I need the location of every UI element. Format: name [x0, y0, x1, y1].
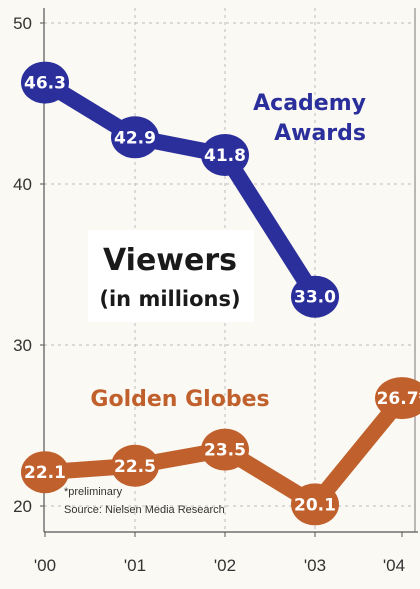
data-label: 42.9 [114, 128, 156, 148]
series-name-label: Academy [253, 91, 366, 116]
title-box [88, 230, 254, 322]
axes: 20 30 40 50 '00 '01 '02 '03 '04 [13, 8, 418, 575]
chart-subtitle: (in millions) [99, 287, 240, 311]
data-point [111, 116, 159, 159]
chart-title-block: Viewers (in millions) [88, 230, 254, 322]
notes: *preliminary Source: Nielsen Media Resea… [64, 486, 225, 516]
series-name-label: Golden Globes [90, 387, 269, 412]
y-tick-label: 20 [13, 497, 32, 516]
data-label: 23.5 [204, 441, 246, 461]
data-point [291, 483, 339, 526]
data-label: 46.3 [24, 74, 66, 94]
source-note: Source: Nielsen Media Research [64, 504, 225, 516]
series-lines: 46.3 42.9 41.8 33.0 22.1 22.5 23.5 20.1 26.7* [21, 61, 420, 526]
data-label: 41.8 [204, 146, 246, 166]
series-name-label: Awards [274, 121, 366, 146]
y-tick-label: 50 [13, 14, 32, 33]
data-label: 22.1 [24, 463, 66, 483]
x-tick-label: '00 [34, 556, 56, 575]
data-point [21, 61, 69, 104]
data-point [375, 377, 420, 420]
x-tick-label: '03 [304, 556, 326, 575]
data-label: 20.1 [294, 495, 336, 515]
series-name-labels: Academy Awards Golden Globes [90, 91, 366, 412]
x-tick-label: '01 [124, 556, 146, 575]
footnote: *preliminary [64, 486, 123, 498]
series-line-0 [37, 74, 323, 305]
y-tick-label: 30 [13, 336, 32, 355]
chart-title: Viewers [103, 243, 237, 278]
data-label: 22.5 [114, 457, 156, 477]
x-tick-label: '02 [214, 556, 236, 575]
data-point [111, 444, 159, 487]
y-tick-label: 40 [13, 175, 32, 194]
data-label: 26.7* [377, 389, 420, 409]
data-point [291, 275, 339, 318]
x-tick-label: '04 [383, 556, 405, 575]
data-point [201, 134, 249, 177]
data-label: 33.0 [294, 288, 336, 308]
data-point [21, 451, 69, 494]
data-point [201, 428, 249, 471]
